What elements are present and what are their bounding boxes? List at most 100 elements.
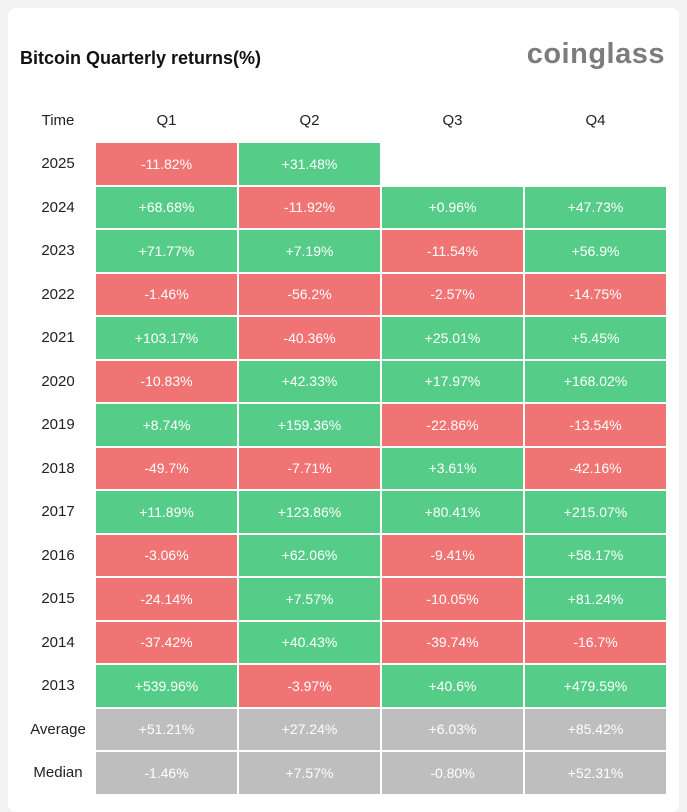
- year-label: 2015: [41, 590, 75, 608]
- return-cell-q3: +0.96%: [382, 186, 523, 228]
- return-cell-q3: +6.03%: [382, 708, 523, 750]
- return-cell-q1: -1.46%: [96, 273, 237, 315]
- table-row: 2020 -10.83% +42.33% +17.97% +168.02%: [22, 360, 666, 402]
- column-header-q3[interactable]: Q3: [442, 112, 463, 129]
- return-cell-q4: +479.59%: [525, 665, 666, 707]
- return-cell-q1: -37.42%: [96, 621, 237, 663]
- return-cell-q4: -14.75%: [525, 273, 666, 315]
- return-cell-q2: -40.36%: [239, 317, 380, 359]
- summary-label: Average: [30, 720, 86, 738]
- summary-row: Median -1.46% +7.57% -0.80% +52.31%: [22, 752, 666, 794]
- year-label: 2021: [41, 329, 75, 347]
- year-label: 2016: [41, 546, 75, 564]
- return-cell-q3: -0.80%: [382, 752, 523, 794]
- return-cell-q3: +17.97%: [382, 360, 523, 402]
- column-header-q2[interactable]: Q2: [299, 112, 320, 129]
- return-cell-q2: -3.97%: [239, 665, 380, 707]
- table-row: 2013 +539.96% -3.97% +40.6% +479.59%: [22, 665, 666, 707]
- table-row: 2025 -11.82% +31.48%: [22, 143, 666, 185]
- year-label: 2020: [41, 372, 75, 390]
- return-cell-q1: +71.77%: [96, 230, 237, 272]
- table-row: 2014 -37.42% +40.43% -39.74% -16.7%: [22, 621, 666, 663]
- chart-title: Bitcoin Quarterly returns(%): [20, 48, 262, 68]
- return-cell-q1: +8.74%: [96, 404, 237, 446]
- return-cell-q3: -11.54%: [382, 230, 523, 272]
- return-cell-q1: -10.83%: [96, 360, 237, 402]
- year-label: 2025: [41, 155, 75, 173]
- return-cell-q1: -24.14%: [96, 578, 237, 620]
- header-row: Time Q1 Q2 Q3 Q4: [22, 100, 666, 141]
- summary-row: Average +51.21% +27.24% +6.03% +85.42%: [22, 708, 666, 750]
- return-cell-q4: +52.31%: [525, 752, 666, 794]
- return-cell-q1: +11.89%: [96, 491, 237, 533]
- return-cell-q2: +31.48%: [239, 143, 380, 185]
- table-row: 2022 -1.46% -56.2% -2.57% -14.75%: [22, 273, 666, 315]
- table-row: 2023 +71.77% +7.19% -11.54% +56.9%: [22, 230, 666, 272]
- return-cell-q2: -7.71%: [239, 447, 380, 489]
- return-cell-q2: -56.2%: [239, 273, 380, 315]
- brand-logo: coinglass: [526, 38, 665, 70]
- column-header-q4[interactable]: Q4: [585, 112, 606, 129]
- return-cell-q3: -22.86%: [382, 404, 523, 446]
- table-row: 2021 +103.17% -40.36% +25.01% +5.45%: [22, 317, 666, 359]
- table-row: 2015 -24.14% +7.57% -10.05% +81.24%: [22, 578, 666, 620]
- return-cell-q2: -11.92%: [239, 186, 380, 228]
- table-row: 2017 +11.89% +123.86% +80.41% +215.07%: [22, 491, 666, 533]
- year-label: 2022: [41, 285, 75, 303]
- returns-table: Time Q1 Q2 Q3 Q4 2025 -11.82% +31.48% 2024 +…: [20, 98, 668, 796]
- summary-label: Median: [33, 764, 83, 782]
- return-cell-q4: +81.24%: [525, 578, 666, 620]
- return-cell-q4: +58.17%: [525, 534, 666, 576]
- year-label: 2017: [41, 503, 75, 521]
- return-cell-q2: +159.36%: [239, 404, 380, 446]
- return-cell-q2: +7.19%: [239, 230, 380, 272]
- return-cell-q3: +3.61%: [382, 447, 523, 489]
- return-cell-q4: +215.07%: [525, 491, 666, 533]
- return-cell-q4: +47.73%: [525, 186, 666, 228]
- year-label: 2024: [41, 198, 75, 216]
- table-row: 2016 -3.06% +62.06% -9.41% +58.17%: [22, 534, 666, 576]
- return-cell-q4: +56.9%: [525, 230, 666, 272]
- column-header-q1[interactable]: Q1: [156, 112, 177, 129]
- return-cell-q3: -10.05%: [382, 578, 523, 620]
- return-cell-q2: +7.57%: [239, 752, 380, 794]
- return-cell-q3: -39.74%: [382, 621, 523, 663]
- return-cell-q1: -11.82%: [96, 143, 237, 185]
- empty-cell: [382, 143, 523, 185]
- return-cell-q2: +42.33%: [239, 360, 380, 402]
- return-cell-q4: -42.16%: [525, 447, 666, 489]
- table-body: 2025 -11.82% +31.48% 2024 +68.68% -11.92% +0.9…: [22, 143, 666, 794]
- return-cell-q4: +85.42%: [525, 708, 666, 750]
- year-label: 2013: [41, 677, 75, 695]
- return-cell-q4: -13.54%: [525, 404, 666, 446]
- returns-card: Bitcoin Quarterly returns(%) coinglass T…: [8, 8, 679, 812]
- return-cell-q4: +5.45%: [525, 317, 666, 359]
- column-header-time[interactable]: Time: [41, 112, 75, 129]
- empty-cell: [525, 143, 666, 185]
- return-cell-q1: -49.7%: [96, 447, 237, 489]
- return-cell-q1: -1.46%: [96, 752, 237, 794]
- table-row: 2019 +8.74% +159.36% -22.86% -13.54%: [22, 404, 666, 446]
- return-cell-q2: +62.06%: [239, 534, 380, 576]
- table-row: 2018 -49.7% -7.71% +3.61% -42.16%: [22, 447, 666, 489]
- year-label: 2023: [41, 242, 75, 260]
- return-cell-q4: -16.7%: [525, 621, 666, 663]
- return-cell-q4: +168.02%: [525, 360, 666, 402]
- return-cell-q3: +80.41%: [382, 491, 523, 533]
- year-label: 2019: [41, 416, 75, 434]
- return-cell-q2: +27.24%: [239, 708, 380, 750]
- return-cell-q3: -2.57%: [382, 273, 523, 315]
- table-row: 2024 +68.68% -11.92% +0.96% +47.73%: [22, 186, 666, 228]
- return-cell-q2: +7.57%: [239, 578, 380, 620]
- return-cell-q1: -3.06%: [96, 534, 237, 576]
- return-cell-q2: +40.43%: [239, 621, 380, 663]
- return-cell-q1: +51.21%: [96, 708, 237, 750]
- year-label: 2018: [41, 459, 75, 477]
- year-label: 2014: [41, 633, 75, 651]
- return-cell-q3: -9.41%: [382, 534, 523, 576]
- return-cell-q3: +25.01%: [382, 317, 523, 359]
- return-cell-q1: +539.96%: [96, 665, 237, 707]
- return-cell-q3: +40.6%: [382, 665, 523, 707]
- return-cell-q1: +68.68%: [96, 186, 237, 228]
- return-cell-q2: +123.86%: [239, 491, 380, 533]
